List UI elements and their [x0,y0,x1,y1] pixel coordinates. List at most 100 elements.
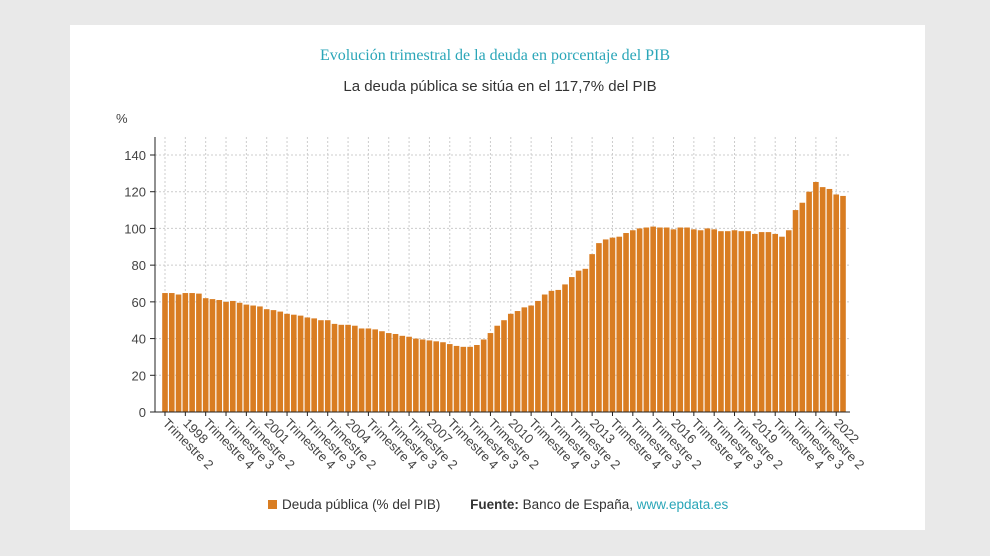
bar [223,301,229,412]
bar [704,228,711,412]
bar [813,181,819,412]
bar [304,317,311,412]
bar [379,331,385,412]
y-axis-label: % [116,111,128,126]
bar [175,294,182,412]
bar [514,311,521,412]
bar [840,195,846,412]
bar [643,227,650,412]
bar [731,230,738,412]
bar [168,293,175,412]
bar [236,302,243,412]
bar [446,344,453,412]
bar [521,307,528,412]
bar [230,300,236,412]
bar [419,339,426,412]
bar [406,336,412,412]
bar [324,320,331,412]
bar [453,345,460,412]
chart-subtitle: La deuda pública se sitúa en el 117,7% d… [343,78,657,95]
bar [562,284,568,412]
bar [331,323,338,412]
bar [602,239,609,412]
bar [657,227,663,412]
bar [352,325,358,412]
y-tick-label: 0 [139,405,146,420]
bar [691,229,697,412]
bar [758,232,765,412]
bar [555,289,562,412]
bar [189,293,195,412]
bar [365,328,372,412]
source-note: Fuente: Banco de España, www.epdata.es [470,497,728,512]
y-tick-label: 20 [132,368,146,383]
bar [426,340,433,412]
bar [589,254,595,412]
bar [263,309,270,412]
bar [684,227,690,412]
bar [833,194,840,412]
bar [650,226,656,412]
bar [785,230,792,412]
bar [182,293,189,412]
y-tick-label: 60 [132,295,146,310]
bar [297,315,304,412]
bar [270,310,277,412]
bar [467,346,473,412]
bar [819,187,826,412]
bar [799,202,806,412]
bar [162,293,168,412]
bar [501,320,507,412]
bar [765,232,772,412]
bar [779,236,785,412]
bar [507,313,514,412]
bar [385,333,392,412]
bar [548,290,555,412]
bar [636,228,643,412]
bar [609,237,616,412]
bar [338,324,345,412]
bar [630,230,636,412]
bar [494,325,501,412]
bar [738,231,745,412]
bar [596,243,602,412]
bar [243,304,250,412]
legend: Deuda pública (% del PIB) Fuente: Banco … [268,497,728,512]
bar [460,346,467,412]
bar [718,231,724,412]
bar [806,191,812,412]
bar [440,342,446,412]
y-tick-label: 80 [132,258,146,273]
bar [209,299,216,412]
bar [826,188,833,412]
bar [616,236,623,412]
bar [582,268,589,412]
bar [569,277,575,412]
bar [792,210,799,412]
bar [196,293,202,412]
bar [202,298,209,412]
bar [257,306,263,412]
bar [216,300,223,412]
bar [677,227,684,412]
bar [311,318,317,412]
legend-swatch [268,500,277,509]
bar [358,328,365,412]
bar [487,333,494,412]
bar [392,333,399,412]
bar [284,313,290,412]
bar [433,341,439,412]
y-tick-label: 120 [124,185,146,200]
bar [752,233,758,412]
source-link[interactable]: www.epdata.es [636,497,729,512]
bar [663,227,670,412]
y-tick-label: 140 [124,148,146,163]
legend-label: Deuda pública (% del PIB) [282,497,441,512]
bar [745,231,751,412]
bar [250,305,256,412]
source-label: Fuente: [470,497,519,512]
bar [345,324,351,412]
bar [724,231,731,412]
bar [623,233,629,412]
bar [575,270,582,412]
